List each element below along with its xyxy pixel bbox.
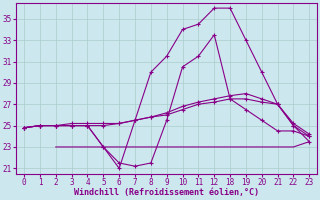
X-axis label: Windchill (Refroidissement éolien,°C): Windchill (Refroidissement éolien,°C) — [74, 188, 259, 197]
